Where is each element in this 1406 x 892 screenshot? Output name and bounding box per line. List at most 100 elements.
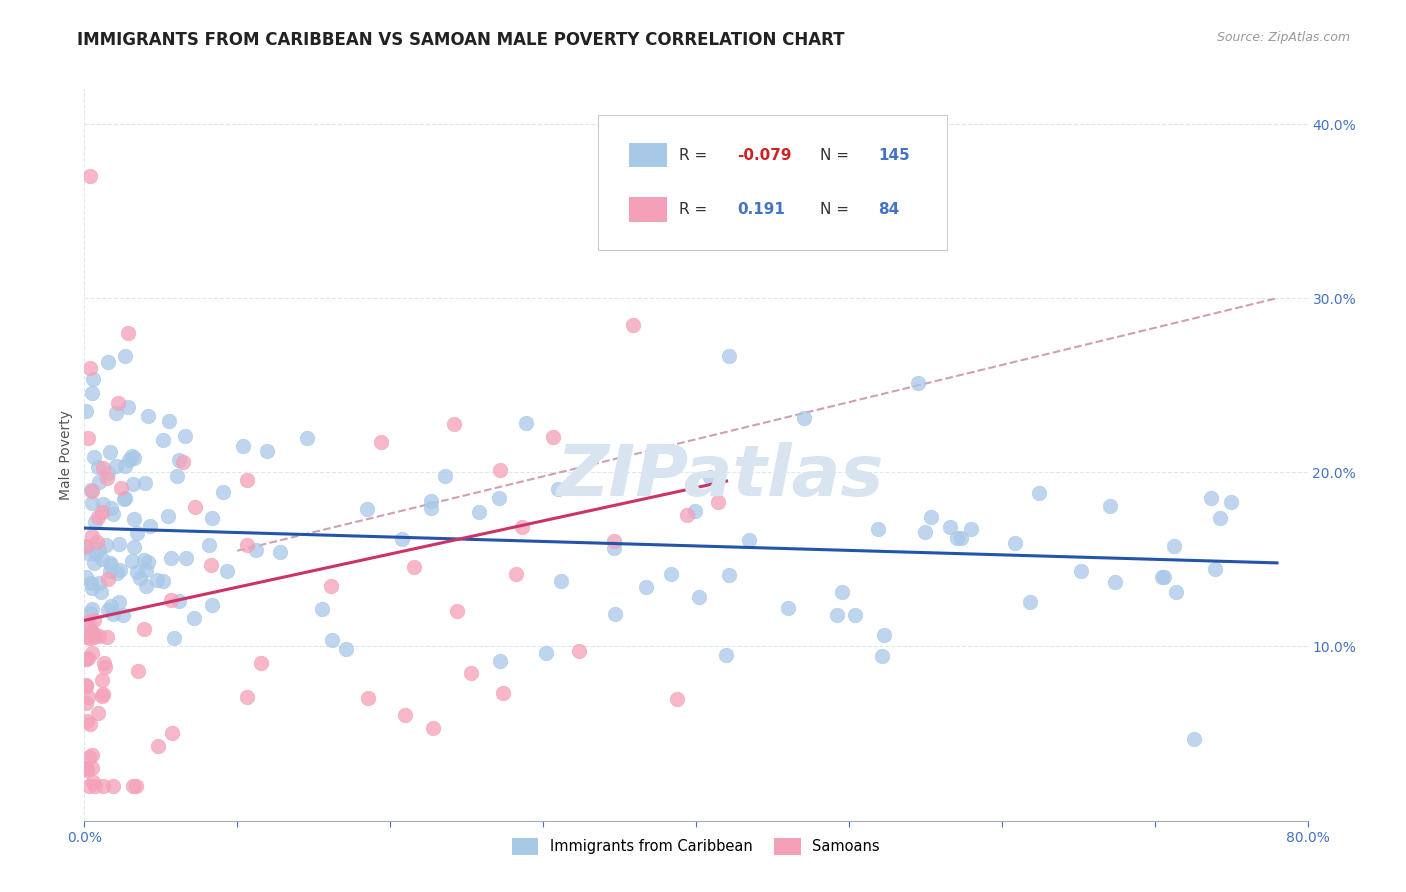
Point xyxy=(112,492,135,507)
Point xyxy=(84,515,107,529)
Point xyxy=(80,483,103,498)
Point xyxy=(157,414,180,428)
Point xyxy=(568,643,591,657)
Point xyxy=(166,468,188,483)
Point xyxy=(100,599,122,613)
Point xyxy=(98,564,121,578)
Point xyxy=(122,450,145,465)
Point xyxy=(76,615,98,630)
Point xyxy=(91,505,114,519)
Point xyxy=(107,395,129,409)
Point xyxy=(97,355,120,369)
Point xyxy=(335,641,357,656)
Point xyxy=(321,632,343,647)
Point xyxy=(75,569,97,583)
Point xyxy=(82,625,104,640)
Point xyxy=(77,617,100,632)
Point xyxy=(82,582,104,596)
Point xyxy=(356,501,378,516)
Point xyxy=(311,602,333,616)
Point xyxy=(91,687,114,701)
Point xyxy=(148,739,170,754)
Point xyxy=(105,458,128,473)
Point xyxy=(82,761,104,775)
Point xyxy=(1019,595,1042,609)
Point xyxy=(945,531,967,545)
Point xyxy=(159,551,181,566)
Point xyxy=(515,416,537,430)
Point xyxy=(488,654,510,668)
Point xyxy=(269,545,291,559)
Text: ZIPatlas: ZIPatlas xyxy=(557,442,884,511)
Point xyxy=(103,607,125,621)
Point xyxy=(132,622,155,636)
Point xyxy=(96,471,118,485)
Point xyxy=(825,607,848,622)
Point xyxy=(114,458,136,473)
Point xyxy=(121,554,143,568)
Point xyxy=(96,630,118,644)
Point xyxy=(211,485,233,500)
Point xyxy=(201,598,224,612)
Point xyxy=(443,417,465,432)
Point xyxy=(75,678,97,692)
Point xyxy=(718,350,741,364)
Point xyxy=(101,779,124,793)
Point xyxy=(174,429,197,443)
Text: -0.079: -0.079 xyxy=(738,147,792,162)
FancyBboxPatch shape xyxy=(598,115,946,250)
Point xyxy=(357,691,380,706)
Point xyxy=(716,648,738,663)
Point xyxy=(100,501,122,516)
Point xyxy=(914,524,936,539)
Point xyxy=(236,473,259,487)
Point xyxy=(83,627,105,641)
Point xyxy=(76,690,98,704)
Text: 145: 145 xyxy=(879,147,910,162)
Point xyxy=(75,652,97,666)
Point xyxy=(80,529,103,543)
Legend: Immigrants from Caribbean, Samoans: Immigrants from Caribbean, Samoans xyxy=(506,832,886,861)
Point xyxy=(76,631,98,645)
Point xyxy=(80,748,103,763)
Point xyxy=(121,779,143,793)
Point xyxy=(1164,585,1187,599)
Point xyxy=(683,504,706,518)
Point xyxy=(718,568,741,582)
Point xyxy=(420,493,443,508)
Point xyxy=(105,406,128,420)
Point xyxy=(245,542,267,557)
Point xyxy=(297,431,319,445)
Point xyxy=(138,518,160,533)
Point xyxy=(82,602,104,616)
Point xyxy=(422,721,444,735)
Point xyxy=(90,689,112,703)
Point xyxy=(950,531,973,545)
Point xyxy=(77,430,100,444)
Point xyxy=(420,500,443,515)
Point xyxy=(75,404,97,418)
Point xyxy=(124,540,146,554)
Point xyxy=(122,512,145,526)
Point xyxy=(82,774,104,789)
Point xyxy=(87,629,110,643)
Point xyxy=(159,593,181,607)
Point xyxy=(91,497,114,511)
Point xyxy=(100,558,122,573)
Point xyxy=(129,571,152,585)
Point xyxy=(160,726,183,740)
Point xyxy=(80,483,103,498)
Point xyxy=(1004,536,1026,550)
Point xyxy=(145,573,167,587)
Point xyxy=(110,563,132,577)
Point xyxy=(543,430,565,444)
Point xyxy=(404,560,426,574)
Text: R =: R = xyxy=(679,147,711,162)
Point xyxy=(121,477,143,491)
Point xyxy=(75,652,97,666)
Point xyxy=(844,608,866,623)
Point xyxy=(75,761,97,775)
Point xyxy=(135,579,157,593)
Point xyxy=(1204,562,1226,576)
Point xyxy=(96,538,118,552)
